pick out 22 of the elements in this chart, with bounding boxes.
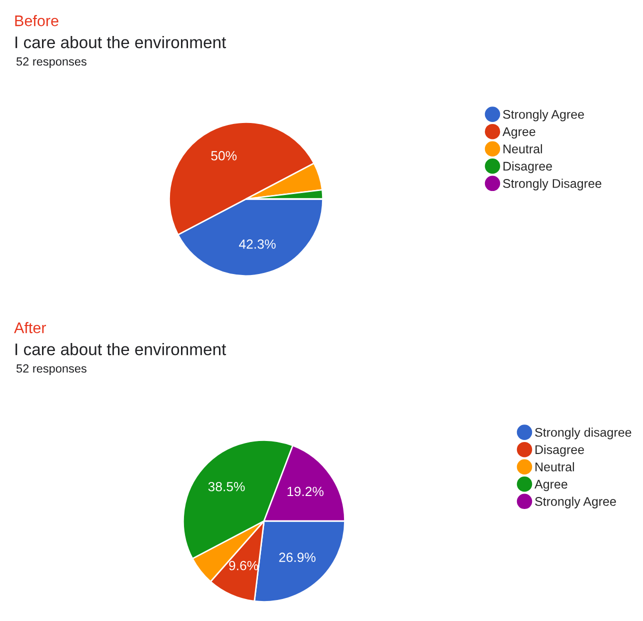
data-label: 50%	[211, 151, 237, 160]
legend-label: Agree	[502, 127, 536, 139]
legend-label: Agree	[534, 480, 568, 492]
chart-subtitle: I care about the environment	[16, 36, 226, 48]
data-label: 19.2%	[288, 486, 324, 496]
text: 52 responses	[16, 364, 86, 376]
legend-label: Strongly Agree	[503, 110, 584, 122]
data-label: 9.6%	[229, 560, 258, 570]
legend-label: Disagree	[536, 444, 584, 457]
data-label: 26.9%	[279, 552, 316, 562]
legend-label: Neutral	[536, 462, 574, 472]
chart-subtitle: I care about the environment	[16, 343, 226, 356]
legend-label: Strongly Disagree	[503, 178, 602, 190]
text: After	[14, 322, 46, 334]
data-label: 38.5%	[208, 482, 245, 492]
legend-label: Neutral	[504, 144, 542, 154]
legend-label: Disagree	[504, 161, 552, 174]
text: Before	[15, 15, 58, 26]
legend-label: Strongly disagree	[535, 428, 632, 440]
legend-label: Strongly Agree	[535, 496, 616, 508]
text: 52 responses	[16, 57, 86, 68]
data-label: 42.3%	[239, 239, 276, 249]
